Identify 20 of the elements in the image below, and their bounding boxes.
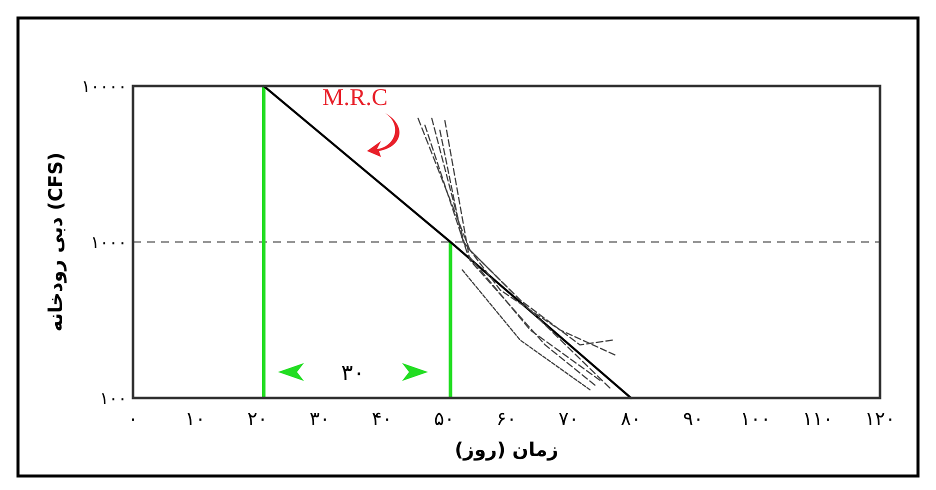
x-tick-label: ۱۱۰ — [802, 408, 834, 430]
x-tick-label: ۵۰ — [434, 408, 454, 430]
x-axis-title: زمان (روز) — [454, 439, 558, 461]
x-tick-label: ۴۰ — [372, 408, 392, 430]
x-tick-label: ۰ — [128, 408, 138, 430]
y-tick-label: ۱۰۰ — [100, 389, 127, 409]
annotation: M.R.C — [322, 85, 388, 111]
x-tick-label: ۳۰ — [310, 408, 330, 430]
annotation: ۳۰ — [341, 361, 365, 386]
y-tick-label: ۱۰۰۰ — [90, 233, 127, 253]
x-tick-label: ۹۰ — [683, 408, 704, 430]
x-tick-label: ۸۰ — [620, 408, 642, 430]
x-tick-label: ۷۰ — [558, 408, 579, 430]
y-axis-title: دبی رودخانه (CFS) — [45, 152, 67, 332]
x-tick-label: ۶۰ — [496, 408, 517, 430]
x-tick-label: ۲۰ — [247, 408, 268, 430]
y-tick-label: ۱۰۰۰۰ — [81, 77, 127, 97]
x-tick-label: ۱۰ — [185, 408, 206, 430]
x-tick-label: ۱۰۰ — [740, 408, 771, 430]
x-tick-label: ۱۲۰ — [864, 408, 896, 430]
